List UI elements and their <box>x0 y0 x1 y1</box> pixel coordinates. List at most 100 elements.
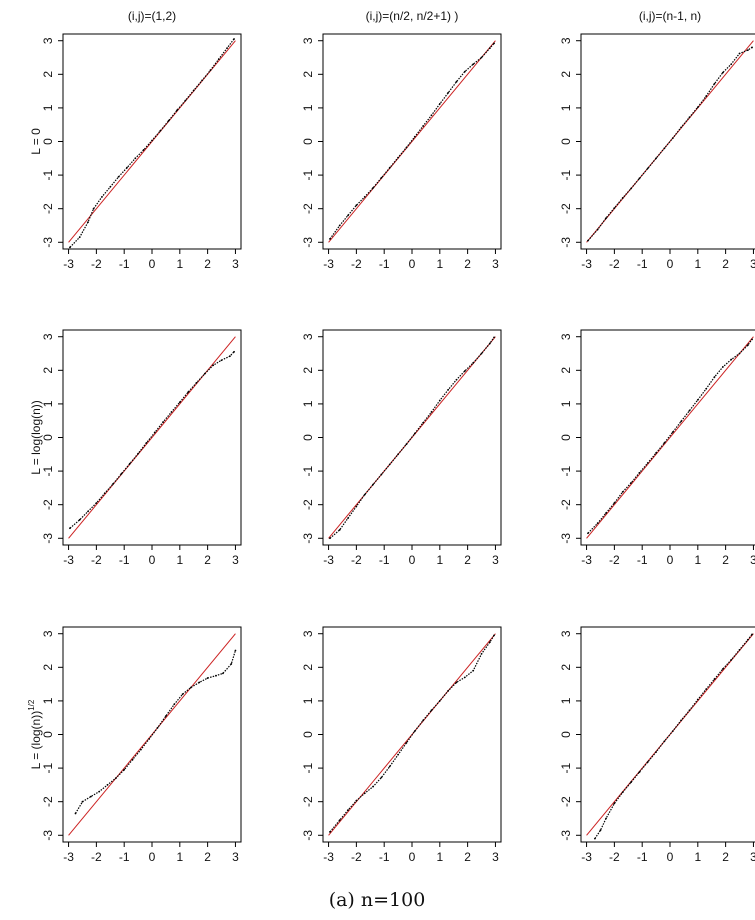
y-tick-label: -3 <box>301 237 315 248</box>
data-point <box>192 89 195 92</box>
data-point <box>338 528 341 531</box>
data-point <box>663 147 666 150</box>
x-tick-label: 2 <box>204 257 211 271</box>
data-point <box>372 483 374 486</box>
x-tick-label: -3 <box>63 553 74 567</box>
x-tick-label: 0 <box>149 850 156 864</box>
data-point <box>87 510 89 513</box>
data-point <box>605 512 607 514</box>
x-tick-label: 2 <box>464 257 471 271</box>
y-tick-label: -1 <box>559 169 573 180</box>
data-point <box>696 106 699 109</box>
data-point <box>605 217 607 219</box>
y-tick-label: 0 <box>41 434 55 441</box>
data-point <box>630 187 632 190</box>
data-point <box>746 638 749 641</box>
data-point <box>103 492 106 495</box>
y-tick-label: 0 <box>559 434 573 441</box>
data-point <box>413 135 416 138</box>
y-tick-label: 1 <box>41 104 55 111</box>
data-point <box>605 817 607 820</box>
y-tick-label: -1 <box>41 762 55 773</box>
data-point <box>655 452 657 454</box>
data-point <box>363 792 366 795</box>
data-point <box>203 372 206 375</box>
x-tick-label: -3 <box>581 850 592 864</box>
data-point <box>397 753 399 756</box>
x-tick-label: 3 <box>750 850 755 864</box>
y-tick-label: -2 <box>41 203 55 214</box>
data-point <box>397 453 399 456</box>
data-point <box>422 719 425 722</box>
data-point <box>329 831 331 833</box>
data-point <box>463 70 466 73</box>
data-point <box>463 370 466 372</box>
column-title: (i,j)=(1,2) <box>128 9 176 23</box>
data-point <box>173 703 176 706</box>
y-tick-label: -2 <box>559 203 573 214</box>
y-tick-label: 0 <box>41 138 55 145</box>
data-point <box>730 63 733 66</box>
y-tick-label: 0 <box>559 138 573 145</box>
data-point <box>134 157 137 160</box>
data-point <box>95 502 98 504</box>
data-point <box>234 649 237 652</box>
row-label-text: L = 0 <box>29 128 43 155</box>
sample-quantile-trace <box>74 650 236 814</box>
data-point <box>488 342 491 345</box>
x-tick-label: -1 <box>637 257 648 271</box>
reference-line <box>586 40 754 243</box>
data-point <box>153 431 156 434</box>
y-tick-label: 1 <box>301 400 315 407</box>
x-tick-label: 3 <box>232 257 239 271</box>
data-point <box>69 527 71 530</box>
data-point <box>438 399 441 402</box>
data-point <box>101 196 103 198</box>
column-title: (i,j)=(n/2, n/2+1) ) <box>366 9 459 23</box>
row-label: L = log(log(n)) <box>29 400 43 475</box>
data-point <box>688 709 691 712</box>
y-tick-label: -3 <box>301 830 315 841</box>
y-tick-label: 1 <box>301 697 315 704</box>
x-tick-label: -2 <box>351 257 362 271</box>
data-point <box>167 119 170 122</box>
y-tick-label: -2 <box>301 499 315 510</box>
data-point <box>176 109 178 112</box>
data-point <box>217 58 220 61</box>
data-point <box>126 166 128 169</box>
data-point <box>671 730 674 733</box>
sample-quantile-trace <box>69 351 235 529</box>
x-tick-label: 0 <box>409 553 416 567</box>
column-title: (i,j)=(n-1, n) <box>639 9 701 23</box>
row-label: L = (log(n))1/2 <box>27 699 43 769</box>
data-point <box>721 668 724 670</box>
data-point <box>480 56 483 59</box>
x-tick-label: -1 <box>379 257 390 271</box>
data-point <box>621 197 624 199</box>
data-point <box>178 401 181 404</box>
data-point <box>397 156 399 159</box>
data-point <box>206 677 209 679</box>
data-point <box>751 46 753 49</box>
y-tick-label: 3 <box>301 333 315 340</box>
data-point <box>78 518 81 521</box>
data-point <box>655 751 657 753</box>
data-point <box>388 765 391 768</box>
data-point <box>463 676 466 679</box>
data-point <box>69 246 71 249</box>
x-tick-label: 3 <box>492 257 499 271</box>
data-point <box>137 452 139 455</box>
data-point <box>488 641 491 644</box>
row-label-superscript: 1/2 <box>27 699 36 711</box>
x-tick-label: 0 <box>409 257 416 271</box>
data-point <box>663 740 666 743</box>
x-tick-label: -2 <box>609 553 620 567</box>
reference-line <box>586 336 754 539</box>
data-point <box>92 207 95 210</box>
data-point <box>388 463 391 466</box>
y-tick-label: 2 <box>559 664 573 671</box>
x-tick-label: 1 <box>694 553 701 567</box>
y-tick-label: 1 <box>41 697 55 704</box>
data-point <box>209 69 212 72</box>
